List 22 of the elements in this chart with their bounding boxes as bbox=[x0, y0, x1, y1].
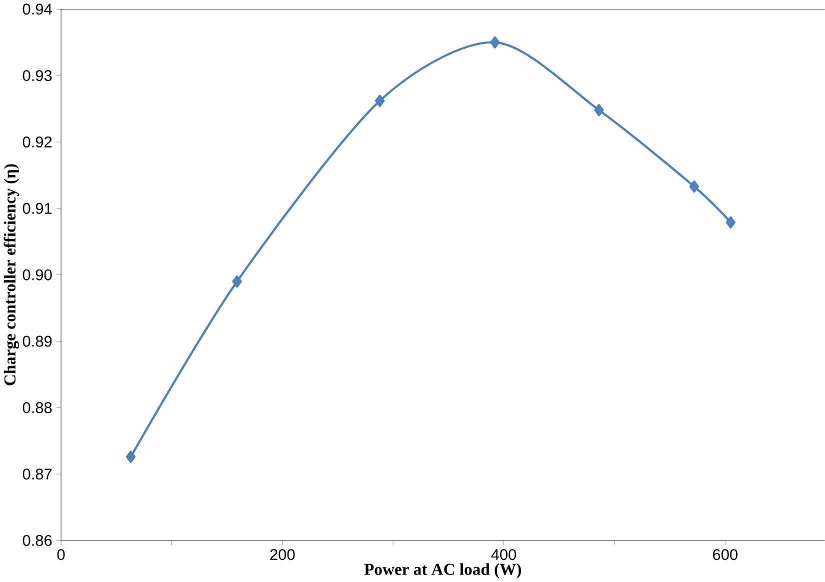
point bbox=[726, 216, 736, 228]
y-tick-label: 0.87 bbox=[22, 468, 52, 480]
point bbox=[232, 275, 242, 288]
x-axis-title: Power at AC load (W) bbox=[364, 563, 521, 578]
y-axis-title: Charge controller efficiency (η) bbox=[4, 164, 20, 386]
point bbox=[374, 94, 385, 107]
point bbox=[126, 450, 136, 463]
y-tick-label: 0.89 bbox=[22, 336, 52, 347]
x-tick-label: 200 bbox=[270, 549, 295, 560]
y-tick-label: 0.91 bbox=[22, 202, 52, 214]
y-tick-label: 0.88 bbox=[22, 402, 52, 414]
x-tick-label: 600 bbox=[713, 549, 738, 560]
point bbox=[490, 36, 500, 48]
y-tick-label: 0.93 bbox=[22, 70, 52, 82]
point bbox=[689, 180, 700, 193]
y-tick-label: 0.86 bbox=[22, 534, 52, 546]
y-tick-label: 0.92 bbox=[22, 136, 52, 148]
point bbox=[594, 104, 604, 116]
x-tick-label: 400 bbox=[491, 549, 516, 560]
y-tick-label: 0.94 bbox=[22, 4, 52, 15]
y-tick-label: 0.90 bbox=[22, 269, 52, 280]
x-tick-label: 0 bbox=[57, 549, 65, 560]
